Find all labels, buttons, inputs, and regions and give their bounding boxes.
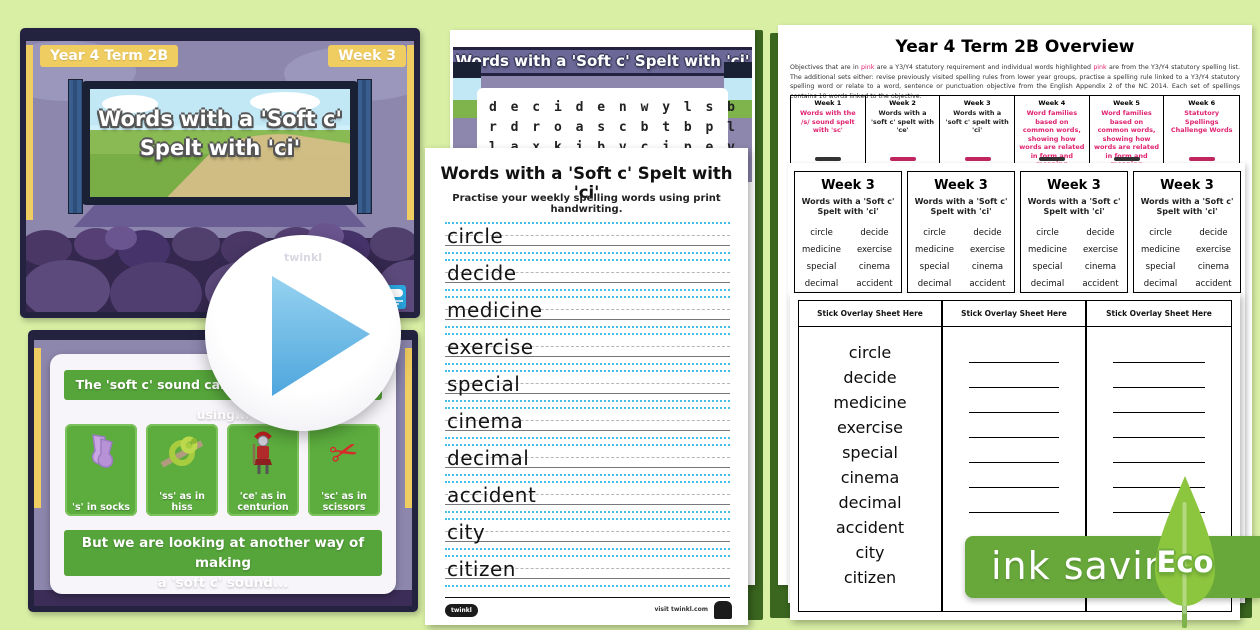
scissors-icon: ✂: [325, 429, 363, 477]
overview-title: Year 4 Term 2B Overview: [895, 37, 1135, 57]
spelling-word: decimal: [447, 446, 530, 470]
twinkl-logo: twinkl: [445, 604, 478, 617]
footer-divider: [445, 597, 730, 598]
wordsearch-row: d e c i d e n w y l s b: [489, 100, 739, 115]
pink-highlight: pink: [860, 64, 875, 71]
handwriting-row: medicine: [445, 296, 730, 328]
cloud-shape: [250, 92, 320, 112]
pink-highlight: pink: [1093, 64, 1107, 71]
sound-card-label: 'ss' as in hiss: [159, 491, 205, 513]
sound-cards-row: 's' in socks 'ss' as in hiss: [65, 424, 383, 516]
week-cell: Week 6 Statutory Spellings Challenge Word…: [1170, 99, 1233, 134]
handwriting-row: citizen: [445, 555, 730, 587]
week-cell: Week 2 Words with a 'soft c' spelt with '…: [866, 96, 941, 173]
spelling-word: exercise: [447, 335, 534, 359]
overlay-word-column: Stick Overlay Sheet Here circle decide m…: [799, 301, 943, 611]
sound-card-scissors: ✂ 'sc' as in scissors: [308, 424, 380, 516]
handwriting-title: Words with a 'Soft c' Spelt with 'ci': [440, 164, 733, 202]
week3-card: Week 3 Words with a 'Soft c' Spelt with …: [1020, 171, 1128, 293]
play-icon: [272, 276, 370, 396]
wordsearch-title: Words with a 'Soft c' Spelt with 'ci': [453, 47, 752, 76]
sound-card-label: 'sc' as in scissors: [321, 491, 367, 513]
overview-intro: Objectives that are in pink are a Y3/Y4 …: [790, 64, 1240, 100]
sound-card-socks: 's' in socks: [65, 424, 137, 516]
slide-title: Words with a 'Soft c' Spelt with 'ci': [98, 107, 342, 160]
leaf-stem: [1182, 590, 1187, 628]
twinkl-watermark: twinkl: [283, 251, 323, 264]
spelling-word: medicine: [447, 298, 543, 322]
handwriting-subtitle: Practise your weekly spelling words usin…: [452, 193, 721, 215]
screen-scene: Words with a 'Soft c' Spelt with 'ci': [90, 89, 350, 197]
week-cell: Week 1 Words with the /s/ sound spelt wit…: [791, 96, 866, 173]
socks-icon: [71, 429, 131, 477]
eco-label: Eco: [1156, 545, 1214, 579]
curtain-strip-left: [34, 348, 41, 508]
week3-card: Week 3 Words with a 'Soft c' Spelt with …: [1133, 171, 1241, 293]
handwriting-row: exercise: [445, 333, 730, 365]
overview-week-table: Week 1 Words with the /s/ sound spelt wit…: [790, 95, 1240, 174]
handwriting-sheet: Words with a 'Soft c' Spelt with 'ci' Pr…: [425, 148, 748, 625]
week-cell: Week 3 Words with a 'soft c' spelt with '…: [940, 96, 1016, 173]
curtain-pillar-right: [357, 79, 372, 214]
handwriting-row: circle: [445, 222, 730, 254]
handwriting-row: special: [445, 370, 730, 402]
slide-banner-bottom: But we are looking at another way of mak…: [64, 530, 382, 591]
handwriting-row: city: [445, 518, 730, 550]
twinkl-qr-logo: [714, 601, 732, 619]
spelling-word: city: [447, 520, 486, 544]
curtain-pillar-left: [68, 79, 83, 214]
spelling-word: cinema: [447, 409, 524, 433]
spelling-word: decide: [447, 261, 517, 285]
curtain-strip-right: [405, 348, 412, 508]
spelling-word: special: [447, 372, 521, 396]
handwriting-row: cinema: [445, 407, 730, 439]
week-badge: Week 3: [328, 45, 406, 67]
curtain-strip-left: [26, 45, 33, 220]
centurion-icon: [233, 429, 293, 477]
curtain-strip-right: [407, 45, 414, 220]
stage-front: [74, 205, 366, 227]
cinema-screen: Words with a 'Soft c' Spelt with 'ci': [82, 81, 358, 205]
week3-card: Week 3 Words with a 'Soft c' Spelt with …: [794, 171, 902, 293]
spelling-word: accident: [447, 483, 537, 507]
cloud-shape: [102, 95, 158, 113]
spelling-word: circle: [447, 224, 504, 248]
sound-card-hiss: 'ss' as in hiss: [146, 424, 218, 516]
sound-card-label: 'ce' as in centurion: [237, 491, 289, 513]
term-badge: Year 4 Term 2B: [40, 45, 179, 67]
handwriting-row: accident: [445, 481, 730, 513]
eco-leaf-icon: [1155, 476, 1215, 614]
audience-band: [34, 590, 412, 606]
handwriting-row: decide: [445, 259, 730, 291]
visit-link-text: visit twinkl.com: [654, 606, 708, 613]
spelling-word: citizen: [447, 557, 516, 581]
play-button[interactable]: twinkl: [205, 235, 401, 431]
wordsearch-row: r d r o a s c b t b p l: [489, 120, 739, 135]
sound-card-label: 's' in socks: [72, 502, 130, 513]
sound-card-centurion: 'ce' as in centurion: [227, 424, 299, 516]
handwriting-row: decimal: [445, 444, 730, 476]
overlay-table: Stick Overlay Sheet Here circle decide m…: [798, 300, 1232, 612]
snake-icon: [152, 429, 212, 477]
scene-edge-left: [453, 62, 481, 136]
week3-card: Week 3 Words with a 'Soft c' Spelt with …: [907, 171, 1015, 293]
scene-edge-right: [724, 62, 752, 136]
clipped-word-row: [790, 153, 1240, 163]
